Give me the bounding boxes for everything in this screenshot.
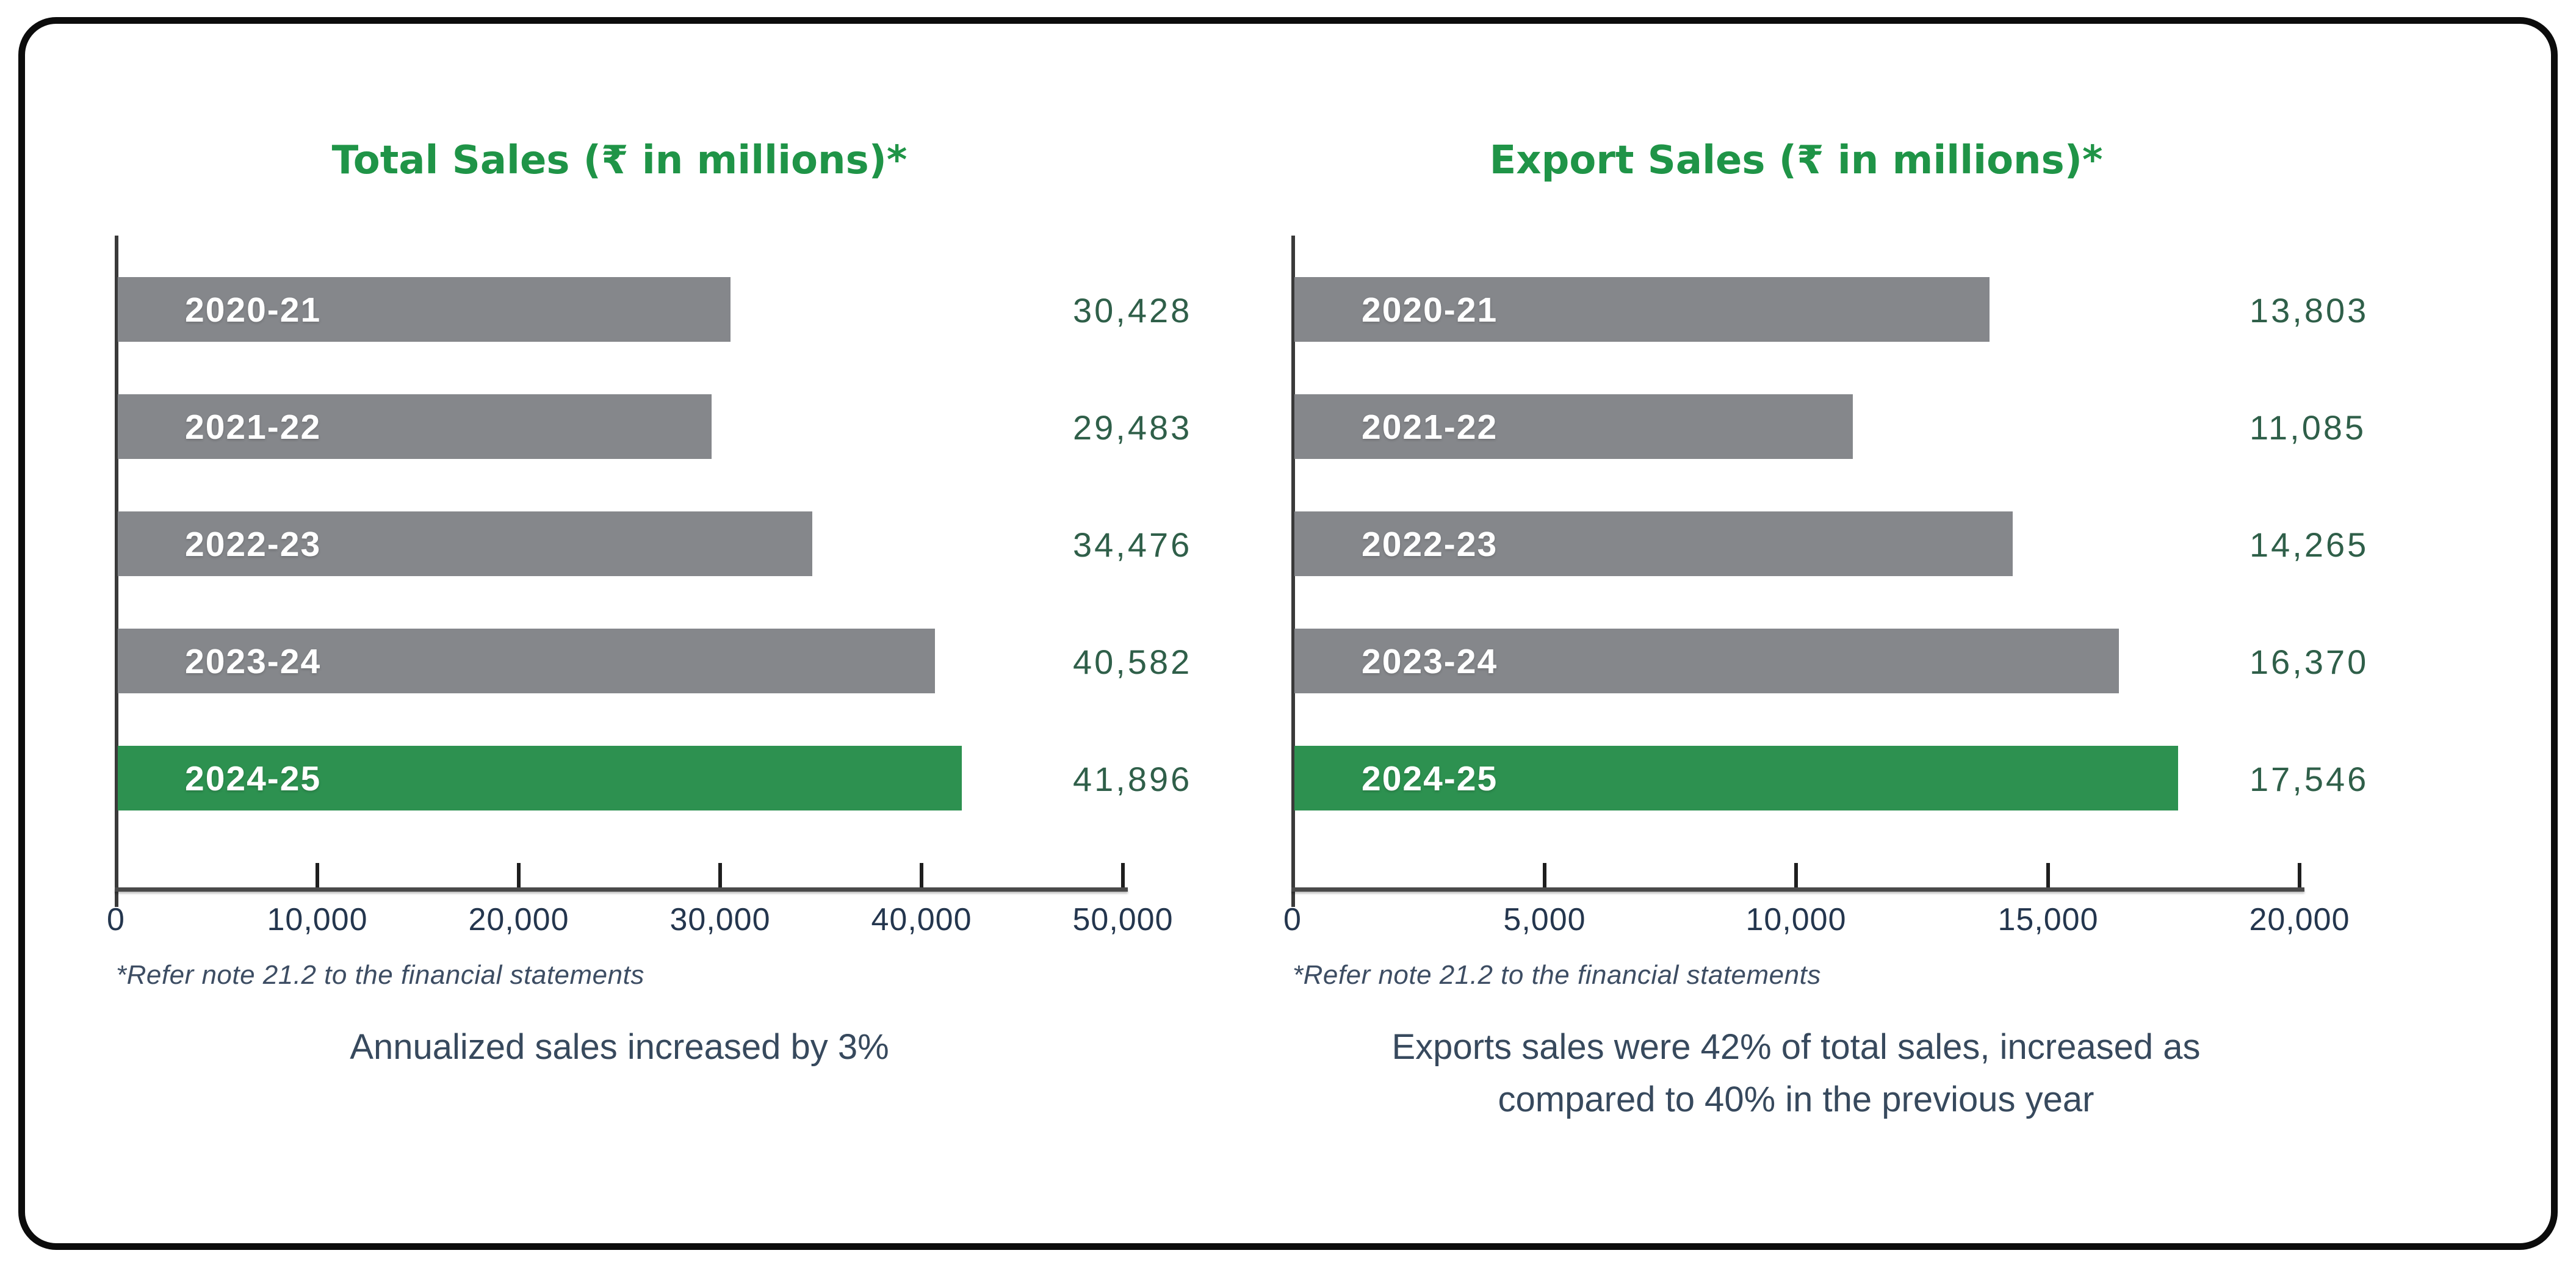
x-axis-tick-label: 5,000: [1503, 902, 1586, 937]
x-axis-tick: [1794, 863, 1798, 887]
x-axis-tick: [1121, 863, 1125, 887]
export-sales-chart: Export Sales (₹ in millions)* 2020-21 13,…: [1283, 138, 2507, 1126]
bar-value-label: 29,483: [1073, 408, 1192, 447]
x-axis-line: [115, 887, 1128, 892]
x-axis-tick: [2046, 863, 2050, 887]
bar-2020-21: 2020-21: [1294, 277, 1990, 342]
bar-category-label: 2020-21: [1362, 291, 1498, 330]
x-axis-tick-label: 20,000: [2249, 902, 2350, 937]
x-axis-tick: [316, 863, 319, 887]
x-axis-tick: [517, 863, 521, 887]
caption-line: Annualized sales increased by 3%: [350, 1027, 889, 1067]
bar-category-label: 2021-22: [185, 408, 322, 447]
footnote: *Refer note 21.2 to the financial statem…: [1293, 960, 1821, 990]
x-axis-tick-label: 15,000: [1997, 902, 2099, 937]
bar-category-label: 2021-22: [1362, 408, 1498, 447]
bar-category-label: 2022-23: [185, 525, 322, 564]
caption: Annualized sales increased by 3%: [116, 1021, 1123, 1074]
bar-category-label: 2023-24: [185, 642, 322, 681]
caption: Exports sales were 42% of total sales, i…: [1293, 1021, 2300, 1126]
plot-area: 2020-21 13,803 2021-22 11,085 2022-23 14,265 2…: [1291, 236, 2366, 907]
bar-2021-22: 2021-22: [118, 394, 712, 459]
x-axis-line: [1291, 887, 2304, 892]
x-axis-tick: [2298, 863, 2301, 887]
bar-category-label: 2022-23: [1362, 525, 1498, 564]
plot-area: 2020-21 30,428 2021-22 29,483 2022-23 34,476 2…: [115, 236, 1189, 907]
bar-value-label: 17,546: [2249, 760, 2369, 798]
bar-category-label: 2020-21: [185, 291, 322, 330]
bar-2022-23: 2022-23: [1294, 511, 2013, 576]
chart-title: Total Sales (₹ in millions)*: [331, 138, 907, 183]
bar-2023-24: 2023-24: [118, 629, 935, 693]
bar-category-label: 2024-25: [1362, 759, 1498, 798]
bar-value-label: 40,582: [1073, 643, 1192, 681]
bar-value-label: 41,896: [1073, 760, 1192, 798]
bar-category-label: 2023-24: [1362, 642, 1498, 681]
bar-value-label: 34,476: [1073, 525, 1192, 564]
bar-value-label: 16,370: [2249, 643, 2369, 681]
caption-line: compared to 40% in the previous year: [1498, 1080, 2094, 1119]
x-axis-tick-label: 0: [1283, 902, 1302, 937]
x-axis-tick: [920, 863, 923, 887]
x-axis-labels: 0 10,000 20,000 30,000 40,000 50,000: [107, 901, 1172, 942]
footnote: *Refer note 21.2 to the financial statem…: [116, 960, 644, 990]
bar-value-label: 13,803: [2249, 291, 2369, 330]
bar-2021-22: 2021-22: [1294, 394, 1853, 459]
x-axis-labels: 0 5,000 10,000 15,000 20,000: [1283, 901, 2349, 942]
x-axis-tick-label: 0: [107, 902, 125, 937]
x-axis-tick: [718, 863, 722, 887]
bar-2023-24: 2023-24: [1294, 629, 2119, 693]
y-axis-line: [1291, 236, 1295, 907]
y-axis-line: [115, 236, 118, 907]
caption-line: Exports sales were 42% of total sales, i…: [1391, 1027, 2201, 1067]
x-axis-tick-label: 10,000: [1745, 902, 1847, 937]
x-axis-tick-label: 40,000: [871, 902, 972, 937]
bar-2024-25: 2024-25: [118, 746, 962, 810]
total-sales-chart: Total Sales (₹ in millions)* 2020-21 30,4…: [107, 138, 1330, 1074]
bar-value-label: 14,265: [2249, 525, 2369, 564]
bar-2022-23: 2022-23: [118, 511, 812, 576]
bar-2020-21: 2020-21: [118, 277, 731, 342]
x-axis-tick-label: 50,000: [1072, 902, 1174, 937]
bar-category-label: 2024-25: [185, 759, 322, 798]
x-axis-tick-label: 30,000: [669, 902, 771, 937]
x-axis-tick-label: 20,000: [468, 902, 569, 937]
bar-value-label: 30,428: [1073, 291, 1192, 330]
bar-2024-25: 2024-25: [1294, 746, 2178, 810]
bar-value-label: 11,085: [2249, 408, 2367, 447]
x-axis-tick: [1543, 863, 1546, 887]
x-axis-tick-label: 10,000: [267, 902, 368, 937]
chart-title: Export Sales (₹ in millions)*: [1489, 138, 2103, 183]
